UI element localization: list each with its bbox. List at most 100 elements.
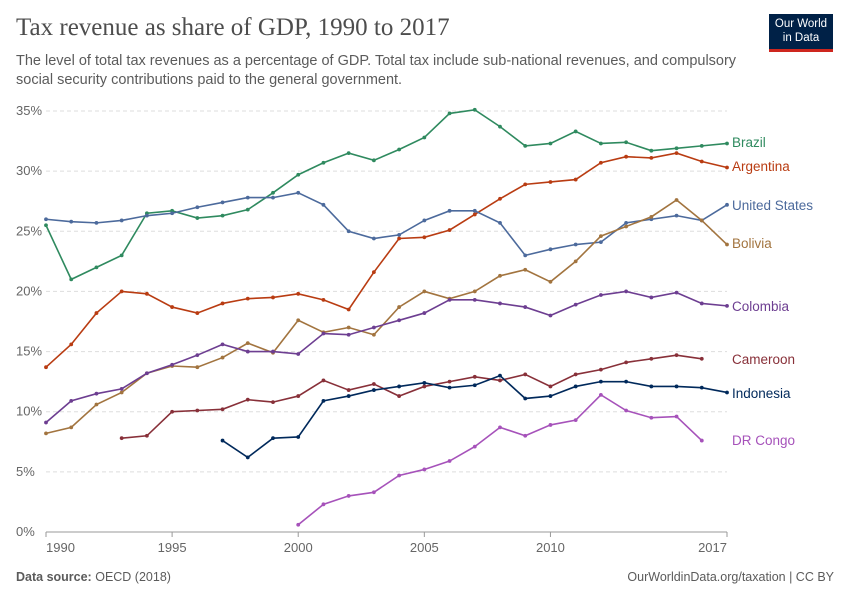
data-point	[144, 213, 149, 218]
data-point	[119, 436, 124, 441]
owid-logo[interactable]: Our World in Data	[769, 14, 833, 52]
data-point	[144, 433, 149, 438]
data-point	[598, 240, 603, 245]
x-tick-label: 2017	[698, 540, 727, 555]
data-point	[498, 373, 502, 378]
data-point	[498, 196, 502, 201]
data-point	[245, 195, 250, 200]
series-label: Indonesia	[732, 386, 791, 401]
series-line-brazil	[45, 108, 728, 281]
data-point	[598, 141, 603, 146]
data-point	[371, 382, 376, 386]
data-point	[296, 394, 301, 398]
data-point	[523, 143, 528, 148]
data-point	[245, 341, 250, 346]
data-point	[119, 386, 124, 391]
data-point	[573, 302, 578, 307]
data-point	[573, 384, 578, 389]
data-point	[624, 408, 629, 413]
data-point	[523, 396, 528, 401]
data-point	[220, 301, 225, 306]
series-label: Argentina	[732, 159, 790, 174]
data-point	[371, 270, 376, 275]
data-point	[624, 289, 629, 294]
data-point	[699, 385, 704, 390]
data-point	[422, 380, 427, 385]
data-point	[598, 234, 603, 238]
data-point	[220, 407, 225, 412]
x-tick-label: 2000	[284, 540, 313, 555]
y-tick-label: 15%	[16, 344, 42, 359]
data-point	[296, 435, 301, 439]
data-point	[624, 154, 629, 159]
data-point	[245, 397, 250, 402]
data-point	[573, 242, 578, 247]
data-point	[371, 236, 376, 241]
data-point	[296, 318, 301, 323]
data-point	[321, 297, 326, 302]
data-point	[523, 182, 528, 187]
data-point	[598, 392, 603, 397]
data-point	[321, 398, 326, 403]
data-point	[170, 409, 175, 414]
data-point	[498, 378, 502, 383]
line-chart: 0% 5% 10% 15% 20% 25% 30% 35% 1990 1995 2000 2005 20…	[16, 103, 813, 555]
data-point	[624, 360, 629, 365]
data-point	[498, 425, 502, 430]
data-point	[649, 356, 654, 361]
data-point	[296, 172, 301, 177]
data-point	[170, 362, 175, 367]
data-point	[725, 390, 729, 395]
series-line-argentina	[45, 152, 728, 368]
data-point	[220, 438, 225, 443]
data-point	[699, 356, 704, 361]
data-point	[69, 398, 74, 403]
series-line-dr-congo	[297, 393, 703, 526]
data-point	[573, 259, 578, 264]
data-point	[498, 124, 502, 129]
data-point	[573, 177, 578, 182]
data-point	[144, 371, 149, 376]
data-point	[346, 388, 351, 392]
data-point	[472, 107, 477, 112]
data-point	[598, 379, 603, 384]
data-point	[548, 247, 553, 252]
data-point	[649, 295, 654, 300]
x-tick-label: 1995	[158, 540, 187, 555]
data-point	[94, 391, 99, 396]
data-point	[598, 293, 603, 297]
data-point	[195, 353, 200, 358]
data-point	[220, 342, 225, 347]
data-point	[397, 147, 402, 152]
data-source: Data source: OECD (2018)	[16, 570, 171, 584]
data-point	[119, 218, 124, 223]
data-point	[548, 394, 553, 398]
data-point	[144, 291, 149, 296]
y-tick-label: 10%	[16, 404, 42, 419]
series-label: Cameroon	[732, 352, 795, 367]
data-point	[69, 342, 74, 347]
source-link[interactable]: OECD (2018)	[95, 570, 171, 584]
series-label: Colombia	[732, 299, 790, 314]
data-point	[472, 289, 477, 294]
series-label: Bolivia	[732, 236, 772, 251]
data-point	[371, 325, 376, 330]
y-tick-label: 25%	[16, 223, 42, 238]
data-point	[649, 384, 654, 389]
data-point	[523, 433, 528, 438]
data-point	[346, 325, 351, 330]
data-point	[699, 438, 704, 443]
data-point	[699, 159, 704, 164]
footer-url[interactable]: OurWorldinData.org/taxation | CC BY	[627, 570, 834, 584]
chart-title: Tax revenue as share of GDP, 1990 to 201…	[16, 14, 450, 41]
data-point	[397, 305, 402, 309]
data-point	[447, 111, 452, 116]
data-point	[725, 202, 729, 207]
data-point	[397, 473, 402, 478]
data-point	[346, 394, 351, 398]
data-point	[346, 229, 351, 234]
y-tick-label: 0%	[16, 524, 35, 539]
data-point	[422, 289, 427, 294]
data-point	[296, 352, 301, 356]
data-point	[69, 219, 74, 224]
